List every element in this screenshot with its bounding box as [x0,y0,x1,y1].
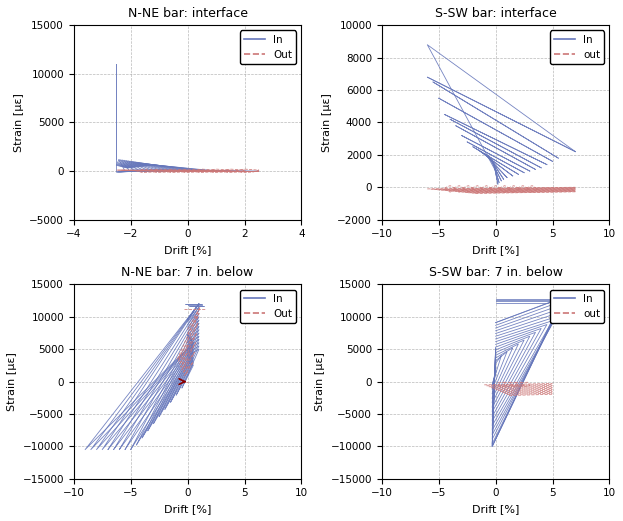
X-axis label: Drift [%]: Drift [%] [472,245,520,255]
Legend: In, out: In, out [549,290,604,323]
Title: N-NE bar: interface: N-NE bar: interface [128,7,247,20]
X-axis label: Drift [%]: Drift [%] [164,504,211,514]
Title: N-NE bar: 7 in. below: N-NE bar: 7 in. below [121,266,254,279]
Y-axis label: Strain [με]: Strain [με] [315,352,325,411]
Legend: In, Out: In, Out [240,290,297,323]
Title: S-SW bar: interface: S-SW bar: interface [435,7,556,20]
Y-axis label: Strain [με]: Strain [με] [321,93,331,152]
X-axis label: Drift [%]: Drift [%] [164,245,211,255]
Y-axis label: Strain [με]: Strain [με] [14,93,24,152]
Legend: In, out: In, out [549,31,604,64]
Title: S-SW bar: 7 in. below: S-SW bar: 7 in. below [429,266,563,279]
Y-axis label: Strain [με]: Strain [με] [7,352,17,411]
X-axis label: Drift [%]: Drift [%] [472,504,520,514]
Legend: In, Out: In, Out [240,31,297,64]
